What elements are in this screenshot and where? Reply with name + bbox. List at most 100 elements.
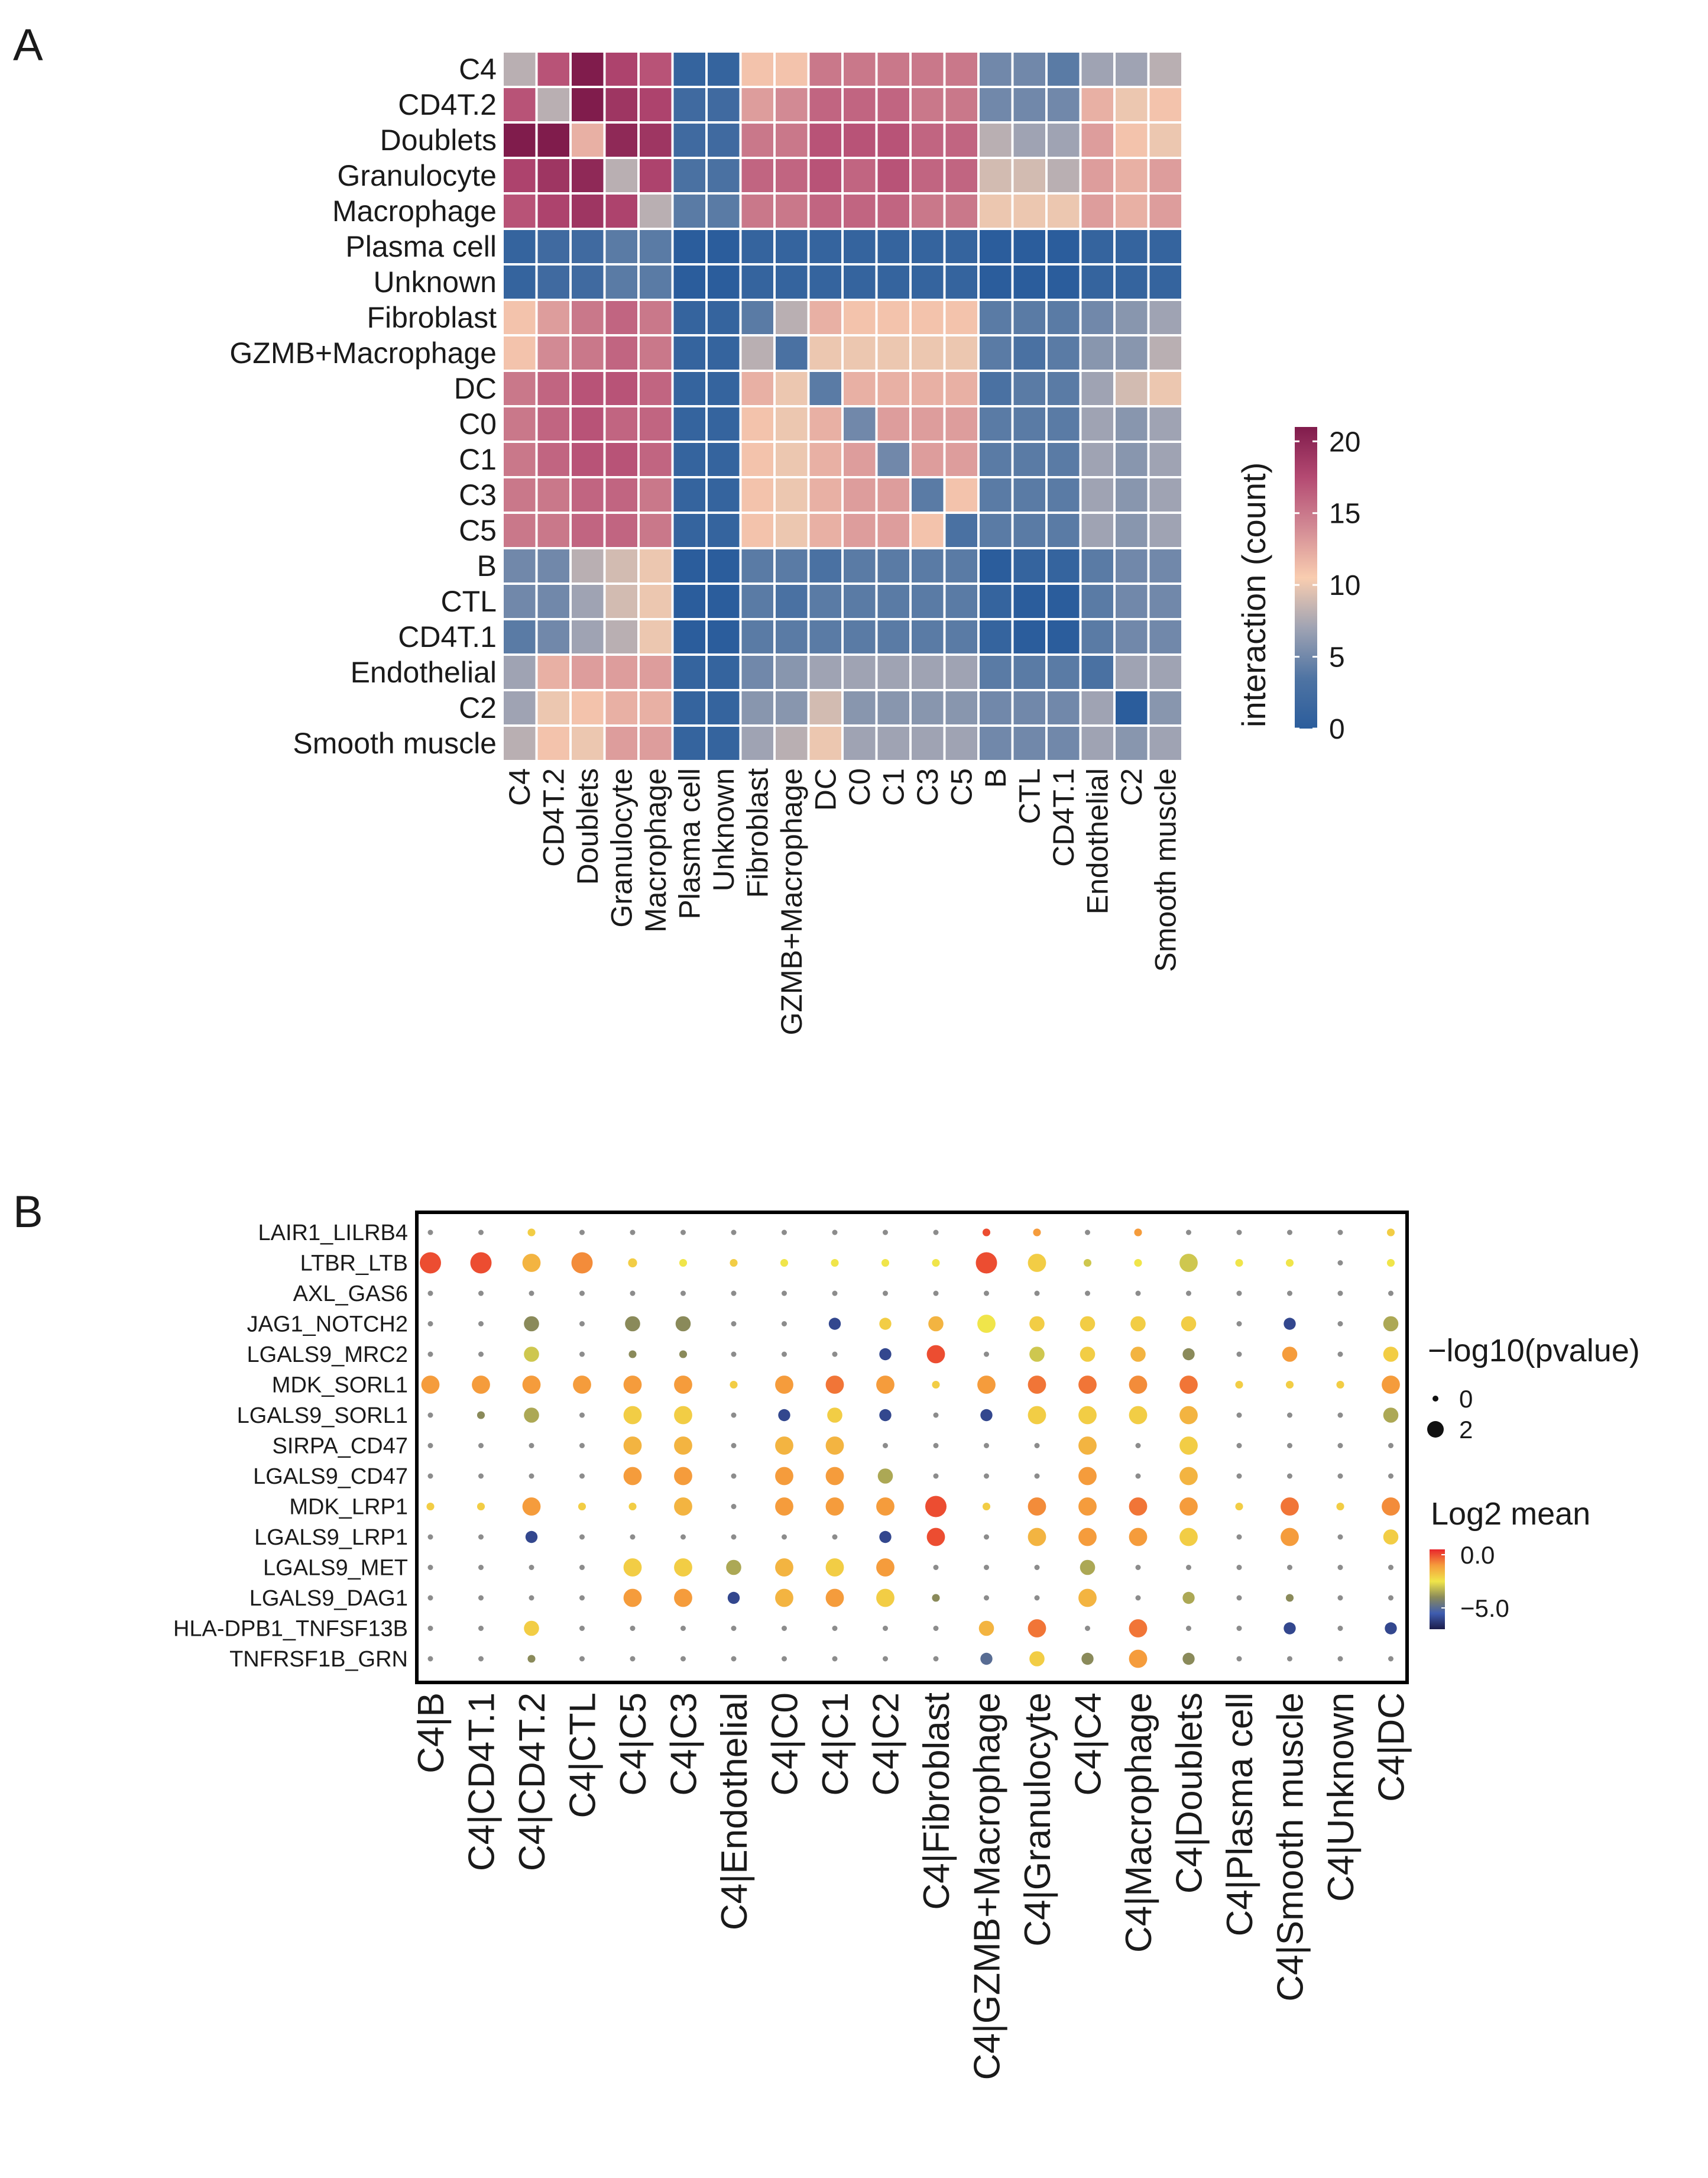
dotplot-point	[832, 1534, 838, 1540]
dotplot-col-label: C4|DC	[1372, 1692, 1412, 1802]
heatmap-cell	[943, 192, 980, 230]
dotplot-point	[926, 1527, 945, 1546]
heatmap-cell	[569, 86, 606, 124]
heatmap-cell	[773, 441, 810, 478]
heatmap-cell	[1113, 370, 1150, 407]
dotplot-point	[1382, 1497, 1400, 1516]
dotplot-point	[1034, 1443, 1040, 1448]
heatmap-cell	[943, 121, 980, 159]
dotplot-point	[571, 1252, 593, 1274]
heatmap-cell	[671, 299, 708, 336]
heatmap-legend-tick: 15	[1329, 499, 1360, 530]
dotplot-point	[679, 1258, 688, 1267]
heatmap-cell	[875, 689, 912, 727]
heatmap-cell	[535, 299, 572, 336]
dotplot-point	[630, 1626, 636, 1631]
heatmap-cell	[705, 476, 742, 514]
heatmap-cell	[807, 157, 844, 195]
heatmap-cell	[875, 86, 912, 124]
heatmap-cell	[1113, 86, 1150, 124]
heatmap-col-label: DC	[809, 768, 842, 811]
dotplot-point	[1028, 1527, 1046, 1546]
heatmap-cell	[501, 121, 538, 159]
dotplot-point	[524, 1347, 539, 1362]
dotplot-point	[1029, 1316, 1045, 1332]
dotplot-point	[1383, 1407, 1399, 1423]
dotplot-point	[427, 1534, 433, 1540]
dotplot-point	[1383, 1316, 1399, 1332]
heatmap-cell	[909, 157, 946, 195]
heatmap-cell	[977, 86, 1014, 124]
heatmap-cell	[1147, 192, 1184, 230]
heatmap-cell	[841, 157, 878, 195]
heatmap-cell	[501, 689, 538, 727]
heatmap-cell	[807, 192, 844, 230]
heatmap-cell	[637, 689, 674, 727]
heatmap-cell	[841, 618, 878, 656]
dotplot-point	[1382, 1376, 1400, 1394]
heatmap-row-label: GZMB+Macrophage	[229, 336, 497, 370]
dotplot-point	[623, 1376, 642, 1394]
dotplot-point	[975, 1252, 997, 1274]
dotplot-point	[1287, 1229, 1292, 1235]
heatmap-cell	[1079, 653, 1116, 691]
dotplot-row-label: LGALS9_LRP1	[254, 1525, 408, 1550]
heatmap-cell	[1045, 476, 1082, 514]
heatmap-cell	[841, 228, 878, 266]
dotplot-point	[731, 1473, 737, 1479]
heatmap-cell	[943, 582, 980, 620]
heatmap-cell	[501, 299, 538, 336]
heatmap-cell	[535, 653, 572, 691]
dotplot-row-label: LGALS9_MRC2	[247, 1342, 408, 1367]
dotplot-point	[1236, 1443, 1242, 1448]
dotplot-point	[579, 1412, 585, 1418]
dotplot-point	[933, 1443, 939, 1448]
heatmap-row-label: CD4T.1	[398, 620, 497, 653]
dotplot-point	[1388, 1595, 1393, 1601]
heatmap-cell	[773, 476, 810, 514]
dotplot-point	[933, 1229, 939, 1235]
heatmap-cell	[603, 582, 640, 620]
heatmap-cell	[603, 228, 640, 266]
heatmap-cell	[501, 192, 538, 230]
heatmap-cell	[875, 653, 912, 691]
heatmap-cell	[603, 547, 640, 585]
heatmap-cell	[909, 370, 946, 407]
heatmap-cell	[535, 547, 572, 585]
heatmap-cell	[671, 547, 708, 585]
dotplot-point	[726, 1559, 741, 1575]
dotplot-point	[731, 1290, 737, 1296]
dotplot-point	[1337, 1351, 1343, 1357]
dotplot-point	[832, 1656, 838, 1662]
dotplot-point	[879, 1530, 892, 1543]
heatmap-colorbar	[1295, 427, 1317, 729]
heatmap-cell	[637, 476, 674, 514]
heatmap-cell	[1147, 512, 1184, 549]
dotplot-point	[1235, 1380, 1243, 1389]
dotplot-point	[1179, 1254, 1198, 1272]
heatmap-col-label: B	[979, 768, 1012, 788]
heatmap-cell	[535, 157, 572, 195]
dotplot-point	[680, 1656, 686, 1662]
heatmap-cell	[569, 50, 606, 88]
heatmap-cell	[1011, 50, 1048, 88]
dotplot-point	[680, 1290, 686, 1296]
heatmap-cell	[535, 50, 572, 88]
heatmap-cell	[637, 724, 674, 762]
dotplot-point	[1135, 1473, 1141, 1479]
heatmap-cell	[705, 299, 742, 336]
heatmap-cell	[943, 547, 980, 585]
heatmap-cell	[1113, 192, 1150, 230]
heatmap-cell	[1011, 441, 1048, 478]
heatmap-cell	[739, 263, 776, 301]
heatmap-cell	[841, 441, 878, 478]
dotplot-point	[1081, 1652, 1094, 1665]
dotplot-col-label: C4|C3	[664, 1692, 705, 1796]
heatmap-cell	[705, 653, 742, 691]
heatmap-cell	[1045, 334, 1082, 372]
dotplot-point	[1181, 1316, 1197, 1332]
heatmap-cell	[977, 157, 1014, 195]
dotplot-point	[579, 1565, 585, 1570]
heatmap-cell	[501, 157, 538, 195]
heatmap-row-label: Fibroblast	[367, 301, 497, 334]
